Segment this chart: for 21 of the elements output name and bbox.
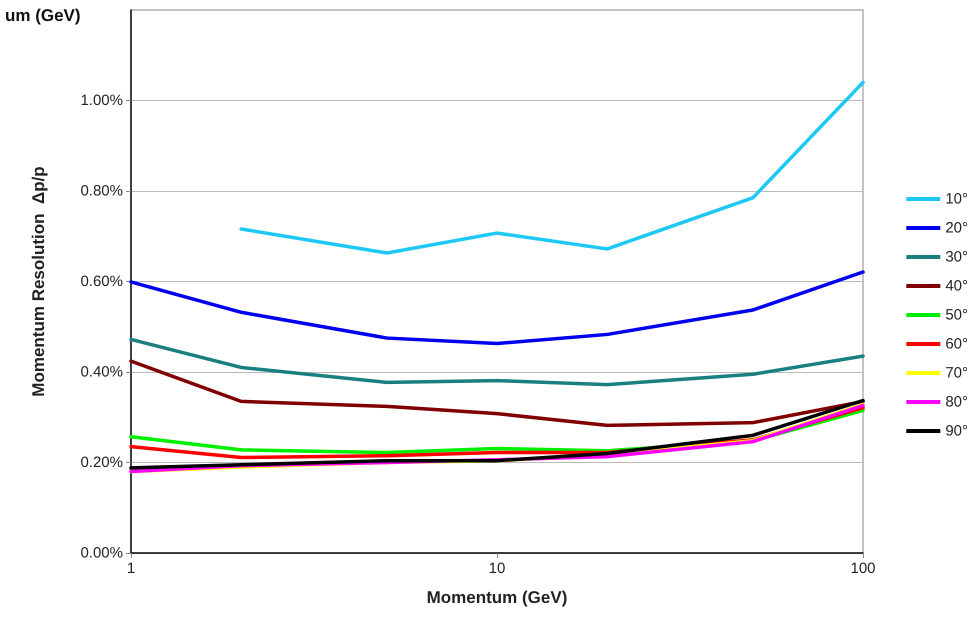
- legend-label: 80°: [945, 394, 968, 410]
- legend-label: 50°: [945, 306, 968, 324]
- legend-label: 90°: [945, 422, 968, 440]
- y-tick-label: 0.00%: [80, 544, 123, 562]
- legend-label: 60°: [945, 336, 968, 352]
- legend-label: 10°: [945, 190, 968, 208]
- legend-label: 20°: [945, 220, 968, 236]
- y-tick-label: 0.20%: [80, 454, 123, 471]
- y-tick-label: 1.00%: [80, 92, 123, 109]
- y-tick-label: 0.80%: [80, 182, 123, 200]
- legend-label: 40°: [945, 278, 968, 294]
- chart-title: um (GeV): [5, 6, 81, 25]
- x-tick-label: 10: [488, 560, 506, 577]
- x-axis-title: Momentum (GeV): [426, 588, 568, 607]
- x-tick-label: 100: [850, 560, 876, 577]
- y-tick-label: 0.60%: [80, 273, 123, 290]
- legend-label: 30°: [945, 248, 968, 266]
- x-tick-label: 1: [126, 560, 136, 577]
- y-axis-title: Momentum Resolution Δp/p: [29, 166, 48, 397]
- y-tick-label: 0.40%: [80, 364, 123, 380]
- legend-label: 70°: [945, 364, 968, 382]
